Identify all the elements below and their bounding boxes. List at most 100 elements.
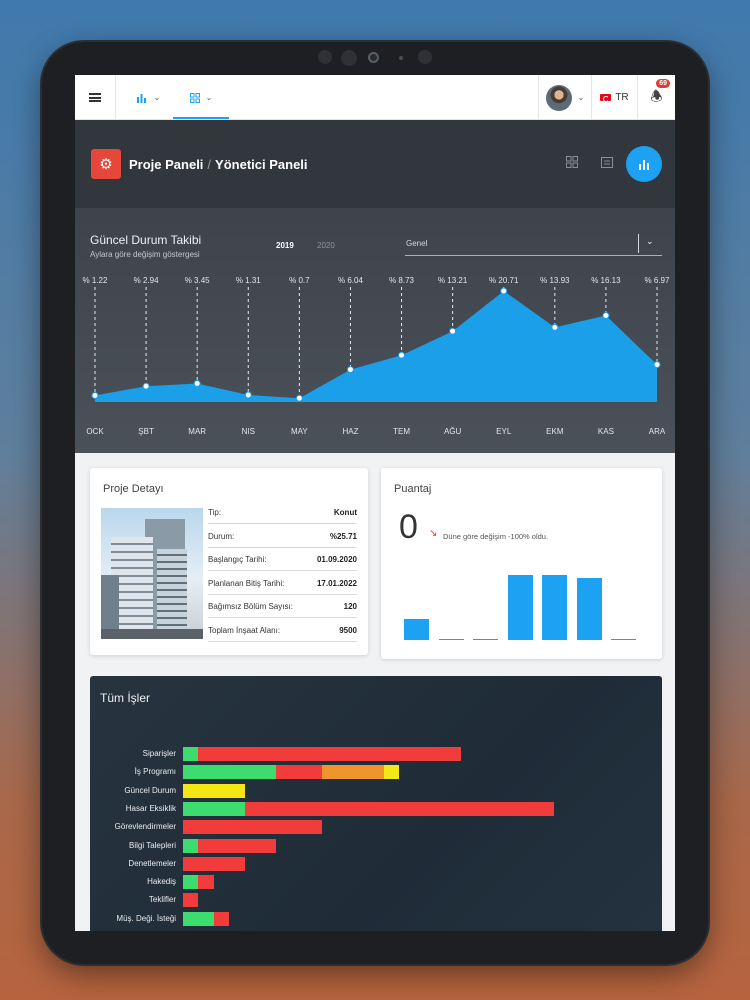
job-row-label: İş Programı bbox=[134, 767, 176, 777]
job-bar-segment-green[interactable] bbox=[183, 911, 214, 926]
data-point[interactable] bbox=[602, 312, 610, 320]
user-menu-button[interactable]: ⌄ bbox=[539, 75, 591, 120]
data-point[interactable] bbox=[346, 366, 354, 374]
building-shape bbox=[101, 575, 119, 629]
data-point[interactable] bbox=[398, 351, 406, 359]
job-bar-segment-red[interactable] bbox=[183, 893, 199, 908]
project-detail-card: Proje Detayı Tip: Konut Durum: %25.71 Başlan… bbox=[90, 468, 368, 655]
job-bar-segment-green[interactable] bbox=[183, 838, 199, 853]
job-row-label: Siparişler bbox=[142, 749, 176, 758]
bell-icon: 🕭 69 bbox=[650, 78, 671, 110]
project-photo bbox=[101, 508, 203, 639]
detail-value: %25.71 bbox=[329, 531, 357, 541]
data-point[interactable] bbox=[142, 382, 150, 390]
detail-key: Durum: bbox=[208, 531, 235, 541]
job-bar-segment-red[interactable] bbox=[198, 875, 214, 890]
puantaj-change-note: Düne göre değişim -100% oldu. bbox=[443, 532, 549, 541]
avatar bbox=[545, 84, 572, 111]
puantaj-bar bbox=[576, 578, 602, 640]
chevron-down-icon: ⌄ bbox=[646, 236, 654, 246]
puantaj-value: 0 bbox=[399, 508, 418, 546]
job-bar-segment-red[interactable] bbox=[198, 747, 462, 761]
top-bar: ⌄ ⌄ ⌄ TR 🕭 69 bbox=[75, 75, 675, 120]
job-row-label: Müş. Deği. İsteği bbox=[116, 913, 176, 923]
detail-value: 9500 bbox=[339, 625, 357, 635]
year-tab-2019[interactable]: 2019 bbox=[276, 241, 294, 250]
divider bbox=[637, 75, 638, 120]
data-point[interactable] bbox=[653, 361, 661, 369]
data-point[interactable] bbox=[551, 323, 559, 331]
camera-lens bbox=[418, 50, 432, 64]
notifications-button[interactable]: 🕭 69 bbox=[638, 75, 675, 120]
point-label: % 1.22 bbox=[83, 276, 108, 285]
job-bar-segment-yellow[interactable] bbox=[183, 783, 245, 798]
dashboard-grid-icon bbox=[566, 156, 578, 168]
job-row-label: Bilgi Talepleri bbox=[129, 840, 176, 850]
job-bar-segment-yellow[interactable] bbox=[383, 765, 400, 780]
job-bar-segment-red[interactable] bbox=[275, 765, 323, 780]
detail-row: Bağımsız Bölüm Sayısı: 120 bbox=[208, 595, 357, 618]
point-label: % 2.94 bbox=[134, 276, 159, 285]
point-label: % 0.7 bbox=[289, 276, 310, 285]
detail-value: 17.01.2022 bbox=[316, 578, 357, 588]
point-label: % 1.31 bbox=[236, 276, 261, 285]
job-bar-segment-red[interactable] bbox=[183, 820, 323, 835]
point-label: % 8.73 bbox=[389, 276, 414, 285]
breadcrumb-project[interactable]: Proje Paneli bbox=[129, 157, 204, 172]
job-bar-segment-red[interactable] bbox=[213, 911, 230, 926]
chart-view-button[interactable] bbox=[626, 146, 662, 182]
list-icon bbox=[601, 157, 613, 168]
active-tab-indicator bbox=[173, 117, 229, 119]
job-bar-segment-red[interactable] bbox=[198, 838, 276, 853]
data-point[interactable] bbox=[244, 391, 252, 399]
data-point[interactable] bbox=[500, 287, 508, 295]
data-point[interactable] bbox=[295, 394, 303, 402]
filter-select[interactable]: Genel ⌄ bbox=[405, 232, 662, 256]
job-bar-segment-red[interactable] bbox=[183, 856, 245, 871]
detail-row: Durum: %25.71 bbox=[208, 525, 357, 548]
puantaj-bar bbox=[404, 618, 429, 640]
puantaj-bar bbox=[611, 638, 636, 640]
x-tick-label: ŞBT bbox=[138, 427, 154, 436]
detail-value: 120 bbox=[343, 602, 357, 611]
point-label: % 3.45 bbox=[185, 276, 210, 285]
puantaj-title: Puantaj bbox=[394, 483, 432, 495]
data-point[interactable] bbox=[91, 391, 99, 399]
job-row-label: Güncel Durum bbox=[124, 785, 176, 795]
detail-row: Başlangıç Tarihi: 01.09.2020 bbox=[208, 548, 357, 571]
data-point[interactable] bbox=[193, 380, 201, 388]
point-label: % 13.21 bbox=[438, 276, 468, 285]
job-bar-segment-orange[interactable] bbox=[322, 765, 384, 780]
divider bbox=[591, 75, 592, 120]
menu-button[interactable] bbox=[75, 75, 115, 120]
job-row-label: Hakediş bbox=[147, 877, 176, 887]
job-bar-segment-green[interactable] bbox=[183, 765, 276, 780]
puantaj-card: Puantaj 0 ↘ Düne göre değişim -100% oldu… bbox=[381, 468, 662, 659]
detail-key: Toplam İnşaat Alanı: bbox=[208, 625, 281, 635]
detail-row: Tip: Konut bbox=[208, 501, 357, 524]
chart-menu-button[interactable]: ⌄ bbox=[123, 75, 173, 120]
breadcrumb-manager: Yönetici Paneli bbox=[215, 157, 308, 172]
grid-view-button[interactable] bbox=[564, 156, 580, 172]
dashboard-menu-button[interactable]: ⌄ bbox=[175, 75, 227, 120]
list-view-button[interactable] bbox=[599, 156, 615, 172]
notification-badge: 69 bbox=[656, 78, 671, 88]
point-label: % 6.04 bbox=[338, 276, 363, 285]
select-divider bbox=[638, 234, 639, 253]
detail-row: Toplam İnşaat Alanı: 9500 bbox=[208, 619, 357, 642]
year-tab-2020[interactable]: 2020 bbox=[317, 241, 335, 250]
point-label: % 20.71 bbox=[489, 276, 519, 285]
job-bar-segment-green[interactable] bbox=[183, 747, 199, 761]
filter-select-value: Genel bbox=[406, 239, 428, 248]
puantaj-bar bbox=[542, 575, 567, 640]
job-bar-segment-green[interactable] bbox=[183, 801, 245, 816]
language-selector[interactable]: TR bbox=[592, 75, 637, 120]
job-bar-segment-red[interactable] bbox=[244, 801, 554, 816]
detail-value: Konut bbox=[333, 508, 357, 517]
job-bar-segment-green[interactable] bbox=[183, 875, 199, 890]
building-shape bbox=[157, 549, 187, 629]
detail-key: Planlanan Bitiş Tarihi: bbox=[208, 578, 285, 588]
tablet-frame: ⌄ ⌄ ⌄ TR 🕭 69 ⚙ bbox=[42, 42, 708, 964]
camera-bar bbox=[42, 50, 708, 66]
data-point[interactable] bbox=[449, 327, 457, 335]
